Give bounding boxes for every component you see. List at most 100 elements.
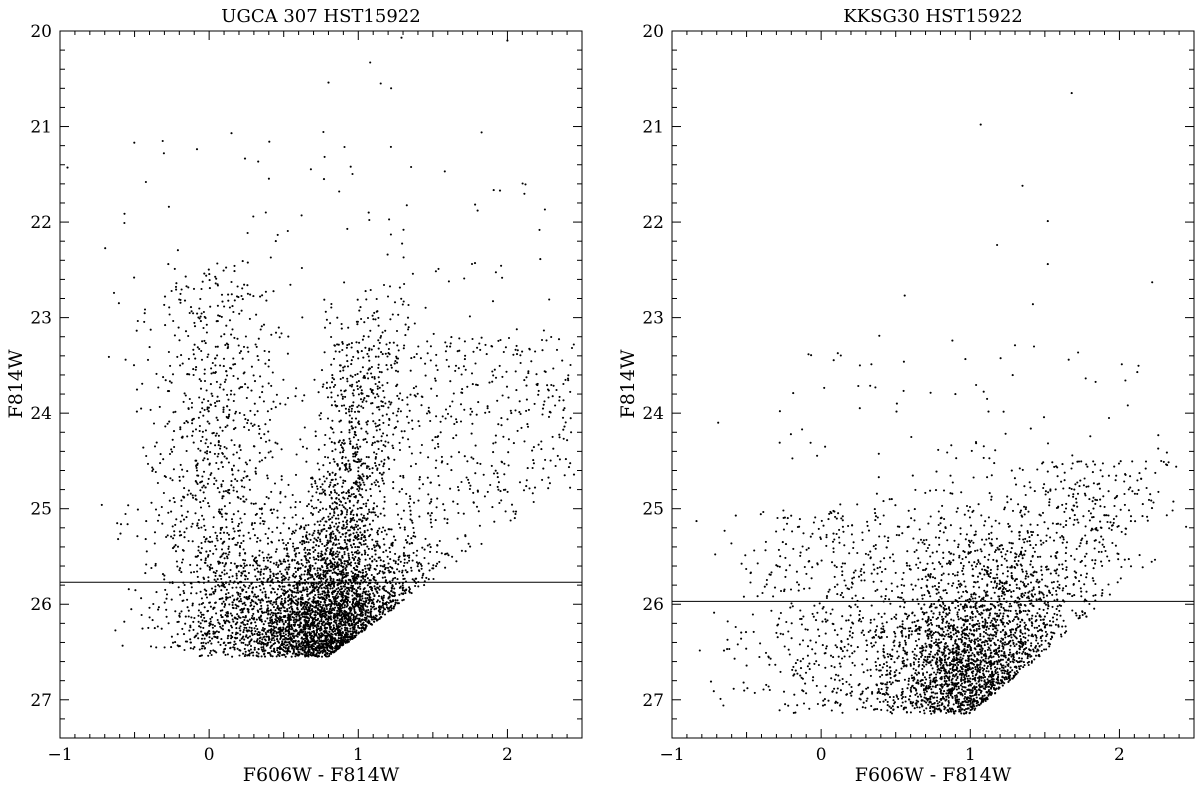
data-point: [311, 608, 314, 611]
data-point: [279, 560, 282, 563]
data-point: [250, 638, 253, 641]
data-point: [355, 525, 358, 528]
data-point: [320, 618, 323, 621]
data-point: [370, 528, 373, 531]
data-point: [214, 585, 217, 588]
data-point: [240, 521, 243, 524]
data-point: [292, 636, 296, 639]
data-point: [360, 350, 363, 353]
data-point: [276, 565, 280, 569]
data-point: [292, 572, 295, 575]
data-point: [310, 637, 313, 640]
data-point: [269, 613, 272, 616]
data-point: [355, 460, 359, 464]
data-point: [251, 424, 254, 428]
data-point: [282, 542, 285, 545]
data-point: [338, 551, 341, 554]
data-point: [219, 556, 222, 559]
data-point: [323, 594, 326, 597]
data-point: [222, 365, 225, 368]
data-point: [210, 587, 214, 590]
data-point: [130, 608, 133, 611]
data-point: [213, 650, 216, 653]
data-point: [429, 546, 432, 549]
data-point: [236, 613, 239, 616]
data-point: [354, 451, 357, 454]
data-point: [352, 504, 355, 507]
data-point: [336, 590, 340, 593]
data-point: [368, 510, 371, 514]
data-point: [232, 486, 235, 489]
data-point: [392, 487, 395, 490]
data-point: [237, 344, 240, 347]
data-point: [378, 588, 381, 591]
data-point: [182, 475, 185, 478]
data-point: [263, 627, 266, 630]
data-point: [376, 591, 379, 594]
data-point: [178, 612, 181, 615]
data-point: [309, 604, 312, 607]
data-point: [152, 422, 156, 425]
data-point: [267, 553, 270, 556]
data-point: [261, 591, 264, 594]
data-point: [238, 654, 241, 657]
data-point: [335, 588, 338, 591]
data-point: [316, 487, 319, 490]
data-point: [338, 542, 341, 545]
data-point: [304, 551, 307, 554]
data-point: [261, 633, 264, 636]
data-point: [245, 564, 248, 567]
data-point: [331, 536, 334, 539]
data-point: [213, 357, 217, 360]
data-point: [324, 455, 327, 459]
data-point: [350, 493, 353, 496]
data-point: [304, 565, 307, 569]
data-point: [359, 306, 362, 309]
data-point: [307, 523, 310, 527]
data-point: [355, 634, 358, 637]
data-point: [293, 576, 297, 579]
data-point: [382, 609, 385, 613]
data-point: [284, 403, 287, 406]
data-point: [246, 607, 249, 611]
data-point: [335, 543, 338, 546]
data-point: [418, 478, 421, 481]
data-point: [334, 350, 337, 353]
data-point: [315, 647, 318, 650]
data-point: [304, 605, 307, 609]
data-point: [266, 542, 270, 545]
data-point: [374, 422, 377, 425]
data-point: [271, 603, 274, 606]
data-point: [324, 575, 327, 578]
data-point: [315, 582, 318, 585]
data-point: [359, 386, 362, 389]
data-point: [358, 570, 361, 573]
data-point: [231, 603, 234, 607]
data-point: [416, 392, 419, 395]
data-point: [348, 410, 351, 413]
data-point: [216, 578, 219, 581]
data-point: [265, 567, 268, 570]
data-point: [183, 648, 186, 652]
data-point: [388, 546, 391, 549]
data-point: [220, 335, 223, 338]
data-point: [255, 540, 259, 543]
data-point: [197, 474, 200, 477]
data-point: [424, 362, 427, 365]
data-point: [288, 584, 291, 587]
data-point: [256, 564, 259, 567]
data-point: [227, 345, 230, 349]
data-point: [192, 647, 195, 650]
data-point: [376, 387, 379, 390]
data-point: [250, 621, 253, 624]
data-point: [265, 611, 268, 614]
data-point: [224, 653, 227, 656]
data-point: [260, 620, 263, 623]
data-point: [371, 402, 374, 405]
data-point: [223, 586, 226, 589]
data-point: [362, 600, 365, 603]
data-point: [172, 430, 176, 433]
data-point: [245, 591, 248, 594]
data-point: [316, 589, 319, 592]
data-point: [248, 584, 251, 587]
